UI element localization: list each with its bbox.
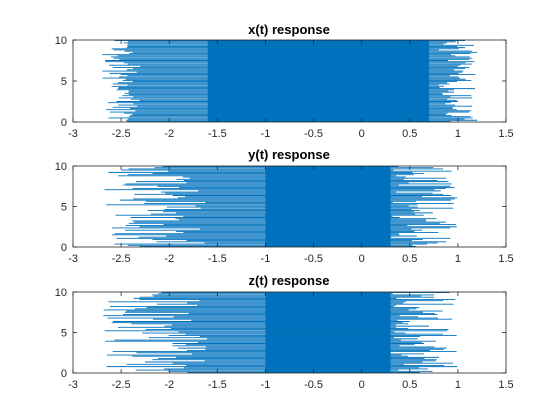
x-tick-label: -2 — [164, 253, 174, 265]
y-tick-label: 0 — [61, 242, 67, 254]
subplot-title: y(t) response — [248, 147, 330, 162]
x-tick-label: -1.5 — [208, 379, 227, 391]
subplot-title: x(t) response — [248, 22, 330, 37]
y-tick-label: 5 — [61, 328, 67, 340]
subplot-x-response: x(t) response -3 -2.5 -2 -1.5 -1 -0.5 0 0.5 1 1.5… — [55, 22, 514, 140]
x-tick-label: -1 — [261, 379, 271, 391]
x-tick-label: 1.5 — [498, 128, 513, 140]
x-tick-label: 1 — [455, 379, 461, 391]
x-tick-label: 1 — [455, 128, 461, 140]
x-tick-label: -2.5 — [112, 379, 131, 391]
series-line — [103, 292, 458, 373]
plot-area: -3 -2.5 -2 -1.5 -1 -0.5 0 0.5 1 1.5 0 5 10 — [55, 161, 514, 265]
x-tick-label: -2 — [164, 379, 174, 391]
x-tick-label: -3 — [68, 253, 78, 265]
x-tick-label: -2.5 — [112, 128, 131, 140]
x-tick-label: 0 — [359, 253, 365, 265]
y-tick-label: 5 — [61, 76, 67, 88]
y-tick-label: 0 — [61, 117, 67, 129]
x-tick-label: 0.5 — [402, 253, 417, 265]
y-tick-label: 10 — [55, 35, 67, 47]
subplot-title: z(t) response — [249, 273, 330, 288]
series-line — [102, 40, 478, 122]
x-tick-label: 1.5 — [498, 379, 513, 391]
y-tick-label: 0 — [61, 368, 67, 380]
y-tick-label: 10 — [55, 287, 67, 299]
series-line — [104, 166, 458, 247]
x-tick-label: -1.5 — [208, 128, 227, 140]
x-tick-label: -0.5 — [304, 253, 323, 265]
plot-area: -3 -2.5 -2 -1.5 -1 -0.5 0 0.5 1 1.5 0 5 10 — [55, 35, 514, 140]
y-tick-label: 5 — [61, 202, 67, 214]
x-tick-label: 0 — [359, 379, 365, 391]
x-tick-label: -1 — [261, 253, 271, 265]
subplot-z-response: z(t) response -3 -2.5 -2 -1.5 -1 -0.5 0 0.5 1 1.5… — [55, 273, 514, 391]
y-tick-label: 10 — [55, 161, 67, 173]
x-tick-label: 1.5 — [498, 253, 513, 265]
x-tick-label: -0.5 — [304, 379, 323, 391]
x-tick-label: -1 — [261, 128, 271, 140]
x-tick-label: -3 — [68, 128, 78, 140]
x-tick-label: 1 — [455, 253, 461, 265]
x-tick-label: -1.5 — [208, 253, 227, 265]
x-tick-label: -2.5 — [112, 253, 131, 265]
x-tick-label: -0.5 — [304, 128, 323, 140]
x-tick-label: 0 — [359, 128, 365, 140]
plot-area: -3 -2.5 -2 -1.5 -1 -0.5 0 0.5 1 1.5 0 5 10 — [55, 287, 514, 391]
x-tick-label: -2 — [164, 128, 174, 140]
x-tick-label: -3 — [68, 379, 78, 391]
x-tick-label: 0.5 — [402, 128, 417, 140]
subplot-y-response: y(t) response -3 -2.5 -2 -1.5 -1 -0.5 0 0.5 1 1.5… — [55, 147, 514, 265]
x-tick-label: 0.5 — [402, 379, 417, 391]
